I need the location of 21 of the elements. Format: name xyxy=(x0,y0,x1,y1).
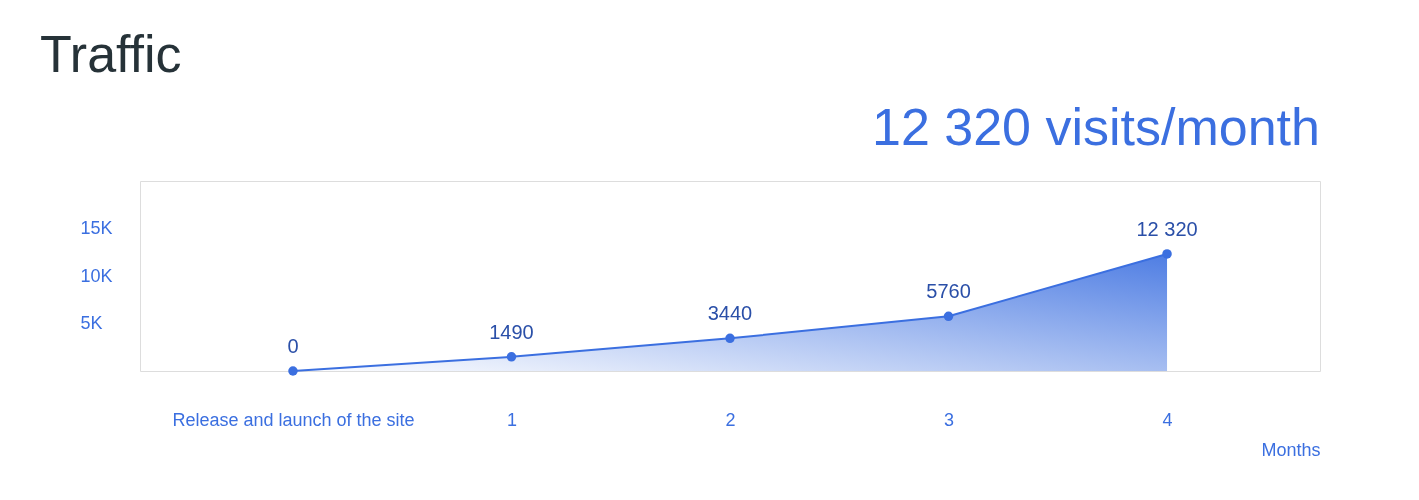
point xyxy=(725,333,735,344)
point xyxy=(288,366,298,376)
x-tick-label: 4 xyxy=(1162,409,1173,430)
x-tick-label: 1 xyxy=(506,409,517,430)
point xyxy=(943,311,954,322)
y-tick-label: 10K xyxy=(80,265,113,286)
data-label: 0 xyxy=(287,335,299,357)
x-tick-label: 3 xyxy=(944,409,955,430)
x-tick-label: 2 xyxy=(725,409,736,430)
chart-title: Traffic xyxy=(40,25,182,83)
y-tick-label: 15K xyxy=(80,218,113,238)
data-label: 12 320 xyxy=(1136,217,1198,240)
data-label: 5760 xyxy=(926,280,971,303)
point xyxy=(506,352,517,362)
x-axis-title: Months xyxy=(1261,439,1321,460)
data-label: 1490 xyxy=(489,320,534,343)
x-tick-label: Release and launch of the site xyxy=(172,409,415,430)
data-label: 3440 xyxy=(707,302,753,325)
y-tick-label: 5K xyxy=(80,313,103,333)
point xyxy=(1162,249,1172,259)
chart-subtitle: 12 320 visits/month xyxy=(871,98,1320,156)
